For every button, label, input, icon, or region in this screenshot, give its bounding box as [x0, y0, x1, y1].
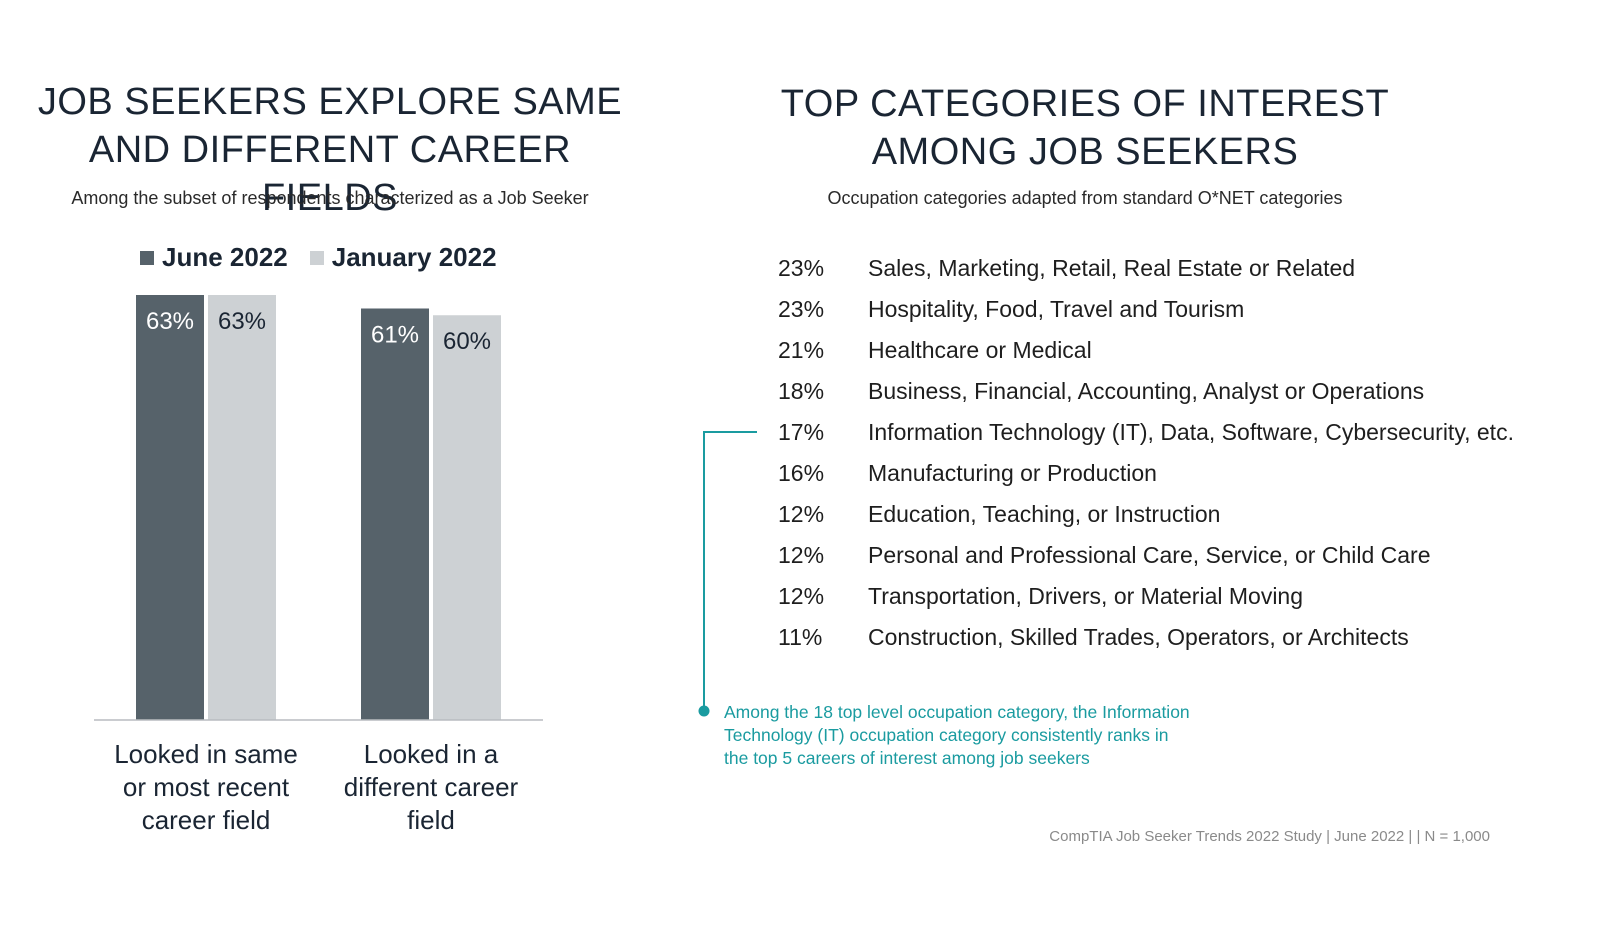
x-category-1-line-3: career field: [141, 805, 271, 835]
legend-item-january: January 2022: [309, 242, 497, 273]
category-pct: 11%: [778, 623, 823, 650]
category-label: Transportation, Drivers, or Material Mov…: [868, 582, 1304, 609]
callout-note: Among the 18 top level occupation catego…: [724, 701, 1244, 770]
right-subtitle: Occupation categories adapted from stand…: [827, 188, 1343, 208]
category-row: 11% Construction, Skilled Trades, Operato…: [778, 617, 1409, 657]
category-row-highlighted: 17% Information Technology (IT), Data, So…: [778, 412, 1514, 452]
category-row: 18% Business, Financial, Accounting, Anal…: [778, 371, 1424, 411]
category-pct: 18%: [778, 377, 825, 404]
bar-january-1: [208, 295, 276, 720]
x-category-1: Looked in same or most recent career fie…: [96, 738, 316, 837]
x-category-1-line-2: or most recent: [122, 772, 290, 802]
bar-june-1: [136, 295, 204, 720]
category-row: 12% Personal and Professional Care, Servi…: [778, 535, 1431, 575]
x-category-2-line-3: field: [407, 805, 455, 835]
x-category-2-line-2: different career: [343, 772, 519, 802]
bar-value-label: 61%: [371, 321, 419, 348]
category-row: 16% Manufacturing or Production: [778, 453, 1157, 493]
category-label: Manufacturing or Production: [868, 459, 1157, 486]
callout-note-line-1: Among the 18 top level occupation catego…: [724, 702, 1190, 722]
category-row: 21% Healthcare or Medical: [778, 330, 1092, 370]
callout-note-line-2: Technology (IT) occupation category cons…: [724, 725, 1169, 745]
bar-value-label: 60%: [443, 328, 491, 355]
x-category-2: Looked in a different career field: [321, 738, 541, 837]
category-pct: 17%: [778, 418, 825, 445]
legend-label-january: January 2022: [331, 242, 497, 272]
left-title-line-2: AND DIFFERENT CAREER FIELDS: [88, 129, 572, 219]
bar-value-label: 63%: [218, 308, 266, 335]
category-pct: 12%: [778, 500, 825, 527]
category-row: 12% Transportation, Drivers, or Material …: [778, 576, 1303, 616]
category-row: 12% Education, Teaching, or Instruction: [778, 494, 1220, 534]
category-row: 23% Hospitality, Food, Travel and Tourism: [778, 289, 1244, 329]
category-pct: 16%: [778, 459, 825, 486]
category-pct: 23%: [778, 295, 825, 322]
callout-line: [703, 431, 757, 710]
right-title-line-1: TOP CATEGORIES OF INTEREST: [780, 83, 1390, 125]
category-row: 23% Sales, Marketing, Retail, Real Estate…: [778, 248, 1355, 288]
category-label: Education, Teaching, or Instruction: [868, 500, 1221, 527]
category-pct: 12%: [778, 541, 825, 568]
left-title: JOB SEEKERS EXPLORE SAME AND DIFFERENT C…: [20, 78, 640, 222]
category-pct: 12%: [778, 582, 825, 609]
bar-value-label: 63%: [146, 308, 194, 335]
callout-note-line-3: the top 5 careers of interest among job …: [724, 748, 1090, 768]
legend-swatch-june: [140, 250, 154, 265]
legend-item-june: June 2022: [140, 242, 288, 273]
legend-label-june: June 2022: [162, 242, 288, 272]
category-label: Personal and Professional Care, Service,…: [868, 541, 1431, 568]
bar-january-2: [433, 315, 501, 720]
callout-connector: [698, 431, 757, 717]
right-title: TOP CATEGORIES OF INTEREST AMONG JOB SEE…: [770, 80, 1400, 176]
bar-chart: 63% 61% 63% 60%: [94, 295, 543, 721]
callout-dot: [698, 705, 710, 717]
category-pct: 23%: [778, 254, 825, 281]
category-label: Information Technology (IT), Data, Softw…: [868, 418, 1514, 445]
category-label: Healthcare or Medical: [868, 336, 1092, 363]
category-label: Hospitality, Food, Travel and Tourism: [868, 295, 1245, 322]
category-label: Business, Financial, Accounting, Analyst…: [868, 377, 1425, 404]
category-label: Sales, Marketing, Retail, Real Estate or…: [868, 254, 1356, 281]
bar-june-2: [361, 308, 429, 720]
chart-legend: June 2022 January 2022: [140, 242, 519, 273]
source-footnote: CompTIA Job Seeker Trends 2022 Study | J…: [1049, 828, 1490, 845]
left-title-line-1: JOB SEEKERS EXPLORE SAME: [37, 81, 623, 123]
x-category-1-line-1: Looked in same: [114, 739, 298, 769]
category-pct: 21%: [778, 336, 825, 363]
legend-swatch-january: [309, 250, 324, 265]
right-title-line-2: AMONG JOB SEEKERS: [871, 131, 1299, 173]
x-category-2-line-1: Looked in a: [363, 739, 499, 769]
category-label: Construction, Skilled Trades, Operators,…: [868, 623, 1409, 650]
left-subtitle: Among the subset of respondents characte…: [71, 188, 589, 208]
